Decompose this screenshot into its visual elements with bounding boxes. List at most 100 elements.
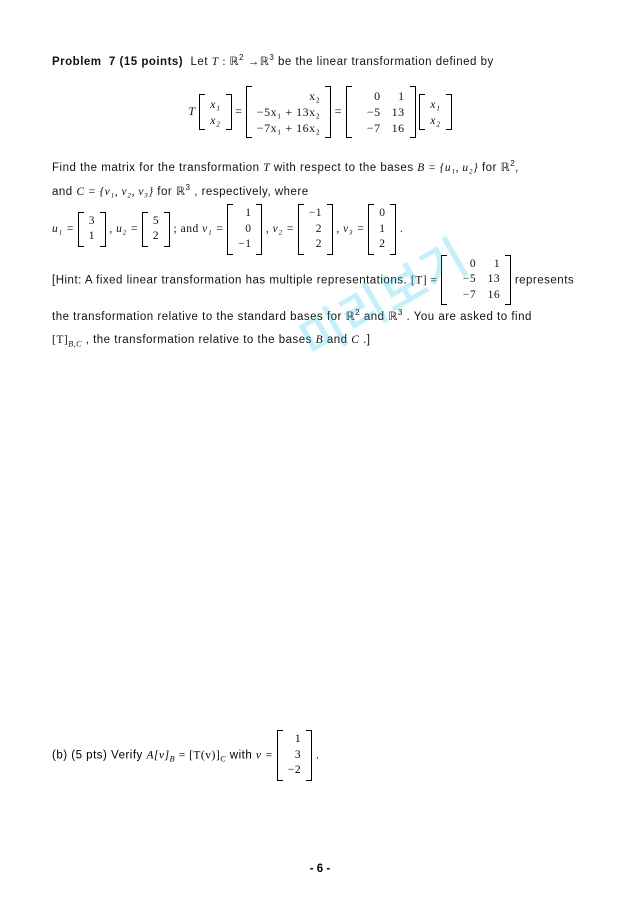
hint3a: [T] — [52, 334, 68, 346]
v1r1: 1 — [238, 206, 251, 222]
R3b: ℝ — [388, 311, 398, 323]
eq-row2: −5x₁ + 13x₂ — [257, 104, 320, 120]
eq-x2b: x₂ — [430, 113, 441, 127]
hint-b: represents — [515, 274, 574, 286]
pb-r2: 3 — [288, 748, 301, 764]
u1b: 1 — [89, 229, 95, 245]
hint3end: .] — [363, 334, 370, 346]
C-eq: C = {v₁, v₂, v₃} — [76, 186, 153, 198]
pb-r1: 1 — [288, 732, 301, 748]
p2a: and — [52, 186, 76, 198]
p2b: , respectively, where — [194, 186, 308, 198]
m11: 13 — [381, 104, 405, 120]
u2b: 2 — [153, 229, 159, 245]
problem-heading: Problem 7 (15 points) Let T : ℝ2 →ℝ3 be … — [52, 50, 588, 74]
sep1: ; and — [174, 223, 203, 235]
pb-eqn: A[v] — [147, 749, 170, 761]
hint-line2: the transformation relative to the stand… — [52, 305, 588, 329]
problem-prefix: Problem — [52, 56, 102, 68]
v1r2: 0 — [238, 222, 251, 238]
hm20: −7 — [452, 288, 476, 304]
p1-T: T — [263, 162, 270, 174]
u2-label: , u₂ = — [109, 223, 138, 235]
intro-1: Let — [191, 56, 212, 68]
body-p2: and C = {v₁, v₂, v₃} for ℝ3 , respective… — [52, 180, 588, 204]
pb-with: with — [230, 749, 256, 761]
B-letter: B — [316, 334, 324, 346]
B-eq: B = {u₁, u₂} — [417, 162, 478, 174]
v2r2: 2 — [309, 222, 322, 238]
eq-row3: −7x₁ + 16x₂ — [257, 120, 320, 136]
hint3sub: B,C — [68, 339, 82, 348]
v3r2: 1 — [379, 222, 385, 238]
hm11: 13 — [476, 272, 500, 288]
sup2: 2 — [239, 53, 244, 62]
T-br: [T] = — [411, 274, 438, 286]
C-letter: C — [351, 334, 359, 346]
v1-label: v₁ = — [202, 223, 224, 235]
m10: −5 — [357, 104, 381, 120]
part-b: (b) (5 pts) Verify A[v]B = [T(v)]C with … — [52, 730, 320, 781]
hint-a: [Hint: A fixed linear transformation has… — [52, 274, 411, 286]
pb-r3: −2 — [288, 763, 301, 779]
problem-number: 7 (15 points) — [109, 56, 183, 68]
arrow: →ℝ — [248, 56, 270, 68]
R2b: ℝ — [346, 311, 356, 323]
pb-label: (b) (5 pts) Verify — [52, 749, 147, 761]
sup3: 3 — [269, 53, 274, 62]
for2: for — [157, 186, 176, 198]
m20: −7 — [357, 120, 381, 136]
v3-label: , v₃ = — [336, 223, 365, 235]
hm21: 16 — [476, 288, 500, 304]
R3bsup: 3 — [398, 308, 403, 317]
hint2c: . You are asked to find — [407, 311, 532, 323]
domain-map: : ℝ — [222, 56, 239, 68]
pb-sub1: B — [170, 755, 175, 764]
pb-end: . — [316, 749, 320, 761]
u1-label: u₁ = — [52, 223, 74, 235]
main-equation: T x₁ x₂ = x₂ −5x₁ + 13x₂ −7x₁ + 16x₂ = 0… — [52, 86, 588, 139]
period1: . — [400, 223, 403, 235]
page-content: Problem 7 (15 points) Let T : ℝ2 →ℝ3 be … — [0, 0, 640, 382]
comma1: , — [515, 162, 519, 174]
vectors-line: u₁ = 31 , u₂ = 52 ; and v₁ = 10−1 , v₂ =… — [52, 204, 588, 255]
m21: 16 — [381, 120, 405, 136]
v2-label: , v₂ = — [266, 223, 295, 235]
v2r1: −1 — [309, 206, 322, 222]
R2a: ℝ — [501, 162, 511, 174]
eq-row1: x₂ — [257, 88, 320, 104]
intro-2: be the linear transformation defined by — [278, 56, 494, 68]
eq-x2: x₂ — [210, 113, 221, 127]
page-number: - 6 - — [0, 863, 640, 875]
hint2b: and — [364, 311, 388, 323]
hint-line1: [Hint: A fixed linear transformation has… — [52, 255, 588, 306]
hint2a: the transformation relative to the stand… — [52, 311, 346, 323]
hint3b: , the transformation relative to the bas… — [86, 334, 316, 346]
hint-line3: [T]B,C , the transformation relative to … — [52, 329, 588, 352]
body-p1: Find the matrix for the transformation T… — [52, 156, 588, 180]
for1: for — [482, 162, 501, 174]
pb-mid: = [T(v)] — [179, 749, 220, 761]
pb-veq: v = — [256, 749, 273, 761]
v3r3: 2 — [379, 237, 385, 253]
eq-T: T — [188, 104, 195, 118]
v2r3: 2 — [309, 237, 322, 253]
hm10: −5 — [452, 272, 476, 288]
eq-x1: x₁ — [210, 97, 221, 111]
p1a: Find the matrix for the transformation — [52, 162, 263, 174]
R3a: ℝ — [176, 186, 186, 198]
hm01: 1 — [476, 257, 500, 273]
v1r3: −1 — [238, 237, 251, 253]
m00: 0 — [357, 88, 381, 104]
u1t: 3 — [89, 214, 95, 230]
R2bsup: 2 — [355, 308, 360, 317]
u2t: 5 — [153, 214, 159, 230]
R3sup: 3 — [186, 183, 191, 192]
hm00: 0 — [452, 257, 476, 273]
pb-sub2: C — [220, 755, 226, 764]
v3r1: 0 — [379, 206, 385, 222]
T-symbol: T — [212, 56, 219, 68]
p1b: with respect to the bases — [274, 162, 417, 174]
m01: 1 — [381, 88, 405, 104]
hint3c: and — [327, 334, 351, 346]
